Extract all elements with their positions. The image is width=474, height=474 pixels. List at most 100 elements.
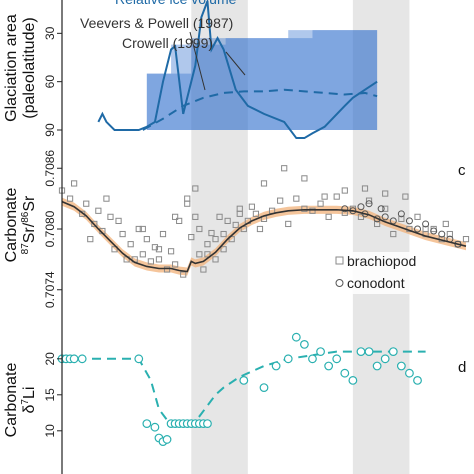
conodont-point: [422, 220, 430, 228]
li-trend-line: [62, 350, 426, 425]
brachiopod-point: [91, 220, 98, 228]
li-point: [291, 332, 301, 342]
brachiopod-point: [422, 225, 429, 233]
brachiopod-point: [143, 236, 150, 243]
brachiopod-point: [87, 236, 94, 243]
brachiopod-point: [163, 266, 171, 273]
brachiopod-point: [135, 225, 142, 233]
brachiopod-point: [184, 195, 191, 202]
glaciation-area-0: [146, 30, 378, 130]
brachiopod-point: [172, 261, 179, 268]
li-point: [364, 347, 374, 357]
brachiopod-point: [208, 229, 215, 237]
li-point: [340, 368, 350, 378]
brachiopod-point: [212, 236, 219, 243]
li-point: [316, 347, 325, 357]
li-ylabel-line2: δ7Li: [20, 387, 38, 414]
brachiopod-point: [172, 213, 179, 220]
conodont-point: [341, 205, 349, 213]
brachiopod-point: [188, 234, 195, 241]
panel-letter-d: d: [458, 359, 466, 376]
brachiopod-point: [382, 205, 389, 212]
brachiopod-point: [260, 180, 268, 187]
brachiopod-point: [446, 230, 453, 238]
brachiopod-point: [119, 230, 126, 238]
conodont-point: [405, 217, 413, 225]
brachiopod-point: [321, 193, 328, 200]
label-crowell: Crowell (1999): [122, 35, 213, 51]
brachiopod-point: [224, 217, 231, 225]
brachiopod-point: [390, 230, 397, 238]
legend-brachiopod-marker: [335, 256, 344, 265]
legend-conodont-label: conodont: [347, 275, 405, 291]
conodont-point: [397, 210, 405, 218]
brachiopod-point: [252, 210, 260, 217]
conodont-point: [414, 225, 422, 233]
conodont-point: [438, 230, 446, 238]
leader-veevers: [189, 31, 206, 91]
li-tick-label: 15: [43, 388, 57, 402]
brachiopod-point: [184, 200, 191, 207]
brachiopod-point: [204, 241, 211, 248]
brachiopod-point: [212, 256, 219, 263]
li-point: [380, 354, 390, 364]
axes-group: 30 60 90 0.7074 0.7080 0.7086 10 15 20 Glaciation…: [3, 0, 466, 474]
brachiopod-point: [462, 236, 470, 243]
brachiopod-point: [333, 193, 340, 200]
li-tick-label: 10: [43, 424, 57, 438]
li-point: [332, 354, 342, 364]
glaciation-tick-label: 90: [43, 123, 57, 137]
panel-letter-c: c: [458, 162, 466, 179]
brachiopod-point: [232, 221, 239, 229]
brachiopod-point: [398, 215, 405, 222]
li-tick-label: 20: [43, 352, 57, 366]
brachiopod-point: [216, 213, 223, 220]
glaciation-ylabel-line2: (paleolatitude): [21, 17, 38, 118]
brachiopod-point: [285, 220, 292, 228]
brachiopod-point: [95, 207, 102, 214]
brachiopod-point: [204, 251, 211, 258]
brachiopod-point: [414, 213, 421, 220]
brachiopod-point: [115, 217, 122, 225]
brachiopod-point: [176, 217, 183, 225]
li-point: [162, 435, 172, 444]
glaciation-tick-label: 60: [43, 75, 57, 89]
label-relative-ice-volume: Relative ice volume: [115, 0, 237, 7]
brachiopod-point: [301, 175, 308, 182]
li-point: [356, 347, 366, 357]
brachiopod-point: [365, 197, 373, 204]
brachiopod-point: [192, 185, 199, 192]
li-point: [142, 419, 152, 429]
brachiopod-point: [155, 246, 163, 253]
brachiopod-point: [256, 225, 264, 233]
conodont-point: [365, 200, 373, 208]
li-point: [308, 354, 317, 364]
li-point: [203, 419, 212, 429]
brachiopod-point: [196, 225, 203, 233]
conodont-point: [377, 205, 385, 213]
brachiopod-point: [167, 248, 175, 255]
li-point: [271, 361, 281, 371]
sr-ylabel-line2: 87Sr/86Sr: [20, 195, 38, 254]
brachiopod-point: [374, 220, 381, 228]
brachiopod-point: [200, 266, 207, 273]
brachiopod-point: [293, 195, 300, 202]
shaded-intervals: [191, 0, 410, 474]
leader-crowell: [225, 51, 246, 76]
li-point: [259, 383, 269, 393]
brachiopod-point: [180, 271, 187, 278]
brachiopod-point: [236, 205, 243, 212]
li-point: [239, 376, 249, 385]
glaciation-area-1: [146, 30, 378, 130]
brachiopod-point: [325, 213, 332, 220]
sr-tick-label: 0.7074: [43, 271, 57, 308]
brachiopod-point: [309, 207, 316, 214]
brachiopod-point: [192, 213, 199, 220]
brachiopod-point: [281, 165, 288, 172]
brachiopod-point: [151, 244, 159, 251]
brachiopod-point: [155, 256, 163, 263]
sr-ylabel-line1: Carbonate: [3, 188, 20, 263]
brachiopod-point: [402, 193, 409, 200]
brachiopod-point: [341, 187, 348, 194]
brachiopod-point: [111, 246, 118, 253]
